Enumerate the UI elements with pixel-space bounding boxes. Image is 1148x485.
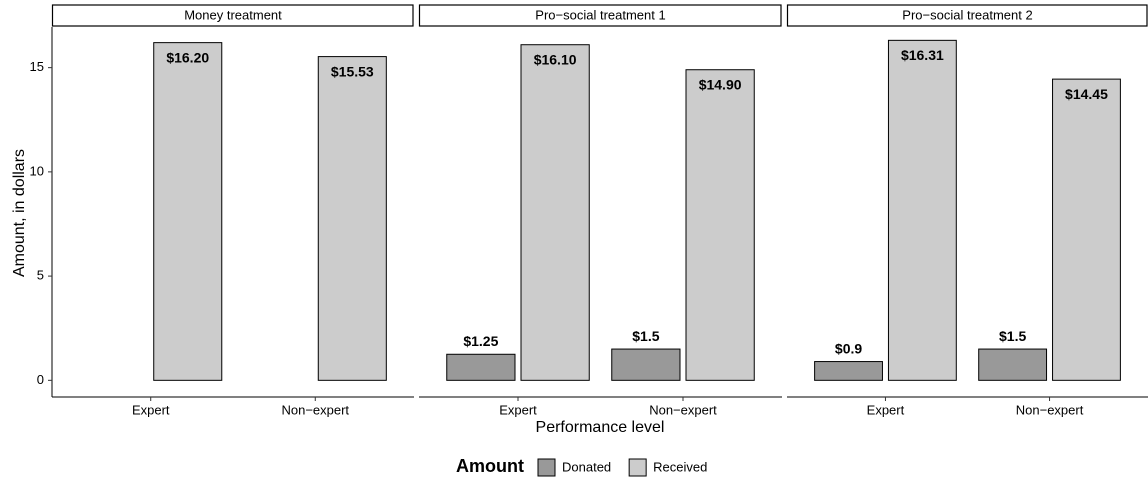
bar bbox=[978, 348, 1048, 381]
value-label: $14.45 bbox=[1065, 86, 1108, 102]
facet-title: Pro−social treatment 1 bbox=[535, 7, 665, 22]
value-label: $1.25 bbox=[463, 333, 498, 349]
y-tick-label: 10 bbox=[30, 163, 44, 178]
legend-label: Donated bbox=[562, 459, 611, 474]
facet-strip bbox=[786, 4, 1148, 27]
bar bbox=[520, 44, 590, 381]
legend-swatch bbox=[537, 458, 556, 477]
x-tick-label: Non−expert bbox=[281, 402, 349, 417]
value-label: $0.9 bbox=[835, 340, 862, 356]
value-label: $1.5 bbox=[632, 328, 659, 344]
x-tick-label: Expert bbox=[867, 402, 905, 417]
facet-title: Pro−social treatment 2 bbox=[902, 7, 1032, 22]
bar bbox=[685, 69, 755, 381]
legend-label: Received bbox=[653, 459, 707, 474]
y-tick-label: 5 bbox=[37, 268, 44, 283]
bar bbox=[814, 361, 883, 381]
bar bbox=[153, 42, 223, 381]
value-label: $16.20 bbox=[166, 49, 209, 65]
value-label: $1.5 bbox=[999, 328, 1026, 344]
x-axis-title: Performance level bbox=[536, 419, 665, 436]
y-axis-title: Amount, in dollars bbox=[11, 149, 28, 277]
bar bbox=[611, 348, 681, 381]
y-tick-label: 0 bbox=[37, 372, 44, 387]
value-label: $16.10 bbox=[534, 51, 577, 67]
bar bbox=[1052, 78, 1121, 381]
bar bbox=[887, 39, 957, 381]
value-label: $16.31 bbox=[901, 47, 944, 63]
y-tick-label: 15 bbox=[30, 59, 44, 74]
legend-swatch bbox=[628, 458, 647, 477]
x-tick-label: Expert bbox=[132, 402, 170, 417]
bar bbox=[446, 353, 516, 381]
x-tick-label: Non−expert bbox=[649, 402, 717, 417]
facet-strip bbox=[418, 4, 782, 27]
x-tick-label: Expert bbox=[499, 402, 537, 417]
facet-strip bbox=[51, 4, 414, 27]
x-tick-label: Non−expert bbox=[1016, 402, 1084, 417]
facet-title: Money treatment bbox=[184, 7, 282, 22]
value-label: $15.53 bbox=[331, 63, 374, 79]
value-label: $14.90 bbox=[699, 76, 742, 92]
legend-title: Amount bbox=[456, 456, 524, 476]
bar bbox=[317, 56, 387, 381]
